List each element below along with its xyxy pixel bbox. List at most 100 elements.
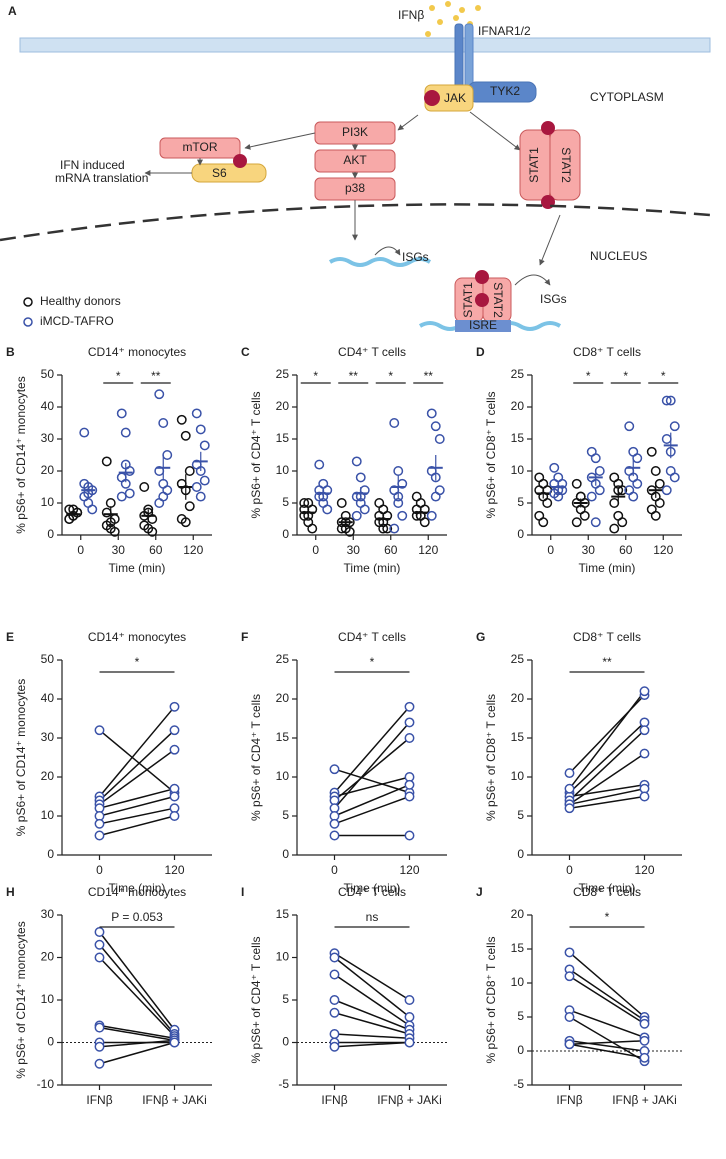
data-point	[404, 779, 415, 790]
data-point	[109, 526, 120, 537]
data-point	[542, 498, 553, 508]
y-axis-label: % pS6+ of CD4⁺ T cells	[249, 694, 263, 821]
data-point	[404, 995, 415, 1005]
significance-label: P = 0.053	[111, 910, 163, 924]
x-tick-label: IFNβ + JAKi	[142, 1093, 207, 1107]
panel-letter: F	[241, 630, 248, 644]
data-point	[628, 491, 639, 502]
y-tick-label: 15	[511, 941, 525, 955]
pair-line	[569, 951, 645, 1018]
data-point	[650, 510, 661, 521]
nucleus-label: NUCLEUS	[590, 249, 647, 263]
pair-line	[334, 737, 410, 801]
tyk2-label: TYK2	[490, 84, 520, 98]
data-point	[639, 686, 650, 697]
panel-letter: A	[8, 4, 17, 18]
pair-line	[334, 768, 410, 794]
data-point	[564, 1012, 575, 1022]
data-point	[336, 498, 347, 508]
data-point	[199, 440, 210, 451]
data-point	[154, 389, 165, 400]
data-point	[632, 453, 643, 464]
y-axis-label: % pS6+ of CD14⁺ monocytes	[14, 376, 28, 533]
data-point	[594, 466, 605, 476]
pair-line	[334, 952, 410, 1001]
pi3k-label: PI3K	[342, 125, 368, 139]
y-tick-label: 0	[282, 527, 289, 541]
stat2-label: STAT2	[559, 147, 573, 183]
legend-label: Healthy donors	[40, 294, 121, 308]
legend-marker	[23, 297, 33, 307]
y-tick-label: 0	[47, 527, 54, 541]
y-tick-label: -5	[278, 1077, 289, 1091]
significance-label: *	[313, 369, 318, 383]
data-point	[430, 491, 441, 502]
data-point	[378, 523, 389, 534]
data-point	[404, 791, 415, 802]
data-point	[665, 395, 676, 406]
panel-letter: J	[476, 885, 483, 899]
data-point	[639, 791, 650, 802]
pair-line	[568, 690, 646, 790]
mtor-label: mTOR	[182, 140, 217, 154]
data-point	[590, 453, 601, 464]
y-tick-label: 10	[41, 495, 55, 509]
data-point	[176, 414, 187, 425]
y-tick-label: 10	[511, 769, 525, 783]
data-point	[105, 498, 116, 508]
data-point	[79, 427, 90, 438]
data-point	[94, 927, 105, 937]
x-axis-label: Time (min)	[109, 561, 166, 575]
panel-letter: B	[6, 345, 15, 359]
data-point	[162, 450, 173, 460]
data-point	[426, 408, 437, 419]
ligands	[425, 1, 481, 37]
y-tick-label: 15	[276, 431, 290, 445]
y-tick-label: 10	[511, 463, 525, 477]
y-tick-label: 5	[517, 1009, 524, 1023]
y-tick-label: 0	[282, 1035, 289, 1049]
data-point	[191, 408, 202, 419]
pair-line	[99, 787, 175, 809]
data-point	[404, 733, 415, 743]
x-axis-label: Time (min)	[344, 561, 401, 575]
y-tick-label: 20	[41, 769, 55, 783]
data-point	[147, 526, 158, 537]
y-tick-label: 0	[282, 847, 289, 861]
chart-title: CD4⁺ T cells	[338, 885, 406, 899]
data-point	[307, 523, 318, 534]
data-point	[355, 472, 366, 483]
data-point	[564, 971, 575, 982]
y-tick-label: 15	[276, 907, 290, 921]
data-point	[646, 446, 657, 457]
y-tick-label: 5	[282, 495, 289, 509]
y-axis-label: % pS6+ of CD4⁺ T cells	[249, 937, 263, 1064]
stat2-label: STAT2	[491, 282, 505, 318]
p38-label: p38	[345, 181, 365, 195]
y-tick-label: 25	[276, 652, 290, 666]
chart-title: CD8⁺ T cells	[573, 345, 641, 359]
significance-label: *	[370, 655, 375, 669]
data-point	[564, 1039, 575, 1050]
jak-label: JAK	[444, 91, 466, 105]
data-point	[571, 478, 582, 489]
data-point	[549, 462, 560, 473]
panel-letter: E	[6, 630, 14, 644]
pair-line	[334, 1041, 410, 1048]
data-point	[94, 818, 105, 829]
y-tick-label: 30	[41, 907, 55, 921]
data-point	[609, 523, 620, 534]
y-axis-label: % pS6+ of CD14⁺ monocytes	[14, 679, 28, 836]
pair-line	[569, 1043, 645, 1059]
s6-box	[191, 163, 267, 183]
y-tick-label: 5	[282, 992, 289, 1006]
data-point	[322, 504, 333, 515]
pathway-diagram: A IFNβ IFNAR1/2 TYK2 JAK CYTOPLASM PI3K …	[0, 1, 711, 332]
data-point	[101, 456, 112, 467]
data-point	[195, 424, 206, 435]
y-tick-label: 15	[276, 730, 290, 744]
data-point	[389, 523, 400, 534]
y-axis-label: % pS6+ of CD8⁺ T cells	[484, 937, 498, 1064]
pair-line	[334, 795, 410, 825]
pair-line	[99, 1041, 175, 1065]
